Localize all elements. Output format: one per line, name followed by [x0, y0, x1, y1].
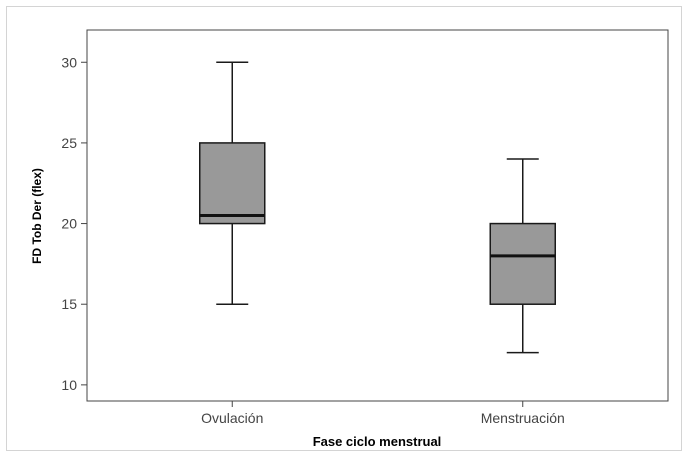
iqr-box [199, 142, 266, 225]
y-tick-label: 20 [61, 216, 77, 232]
box-group [199, 61, 266, 305]
box-series [199, 61, 556, 354]
x-tick-label: Menstruación [481, 410, 565, 426]
y-tick-label: 10 [61, 377, 77, 393]
x-tick-label: Ovulación [201, 410, 263, 426]
figure-frame [6, 6, 682, 451]
iqr-box [489, 222, 556, 305]
y-tick-label: 25 [61, 135, 77, 151]
x-axis: Ovulación Menstruación [201, 401, 565, 426]
y-axis-label: FD Tob Der (flex) [30, 168, 44, 264]
x-axis-label: Fase ciclo menstrual [313, 434, 442, 449]
plot-area [86, 29, 669, 402]
y-tick-label: 15 [61, 296, 77, 312]
y-axis: 10 15 20 25 30 [61, 54, 87, 393]
box-group [489, 158, 556, 354]
y-tick-label: 30 [61, 54, 77, 70]
